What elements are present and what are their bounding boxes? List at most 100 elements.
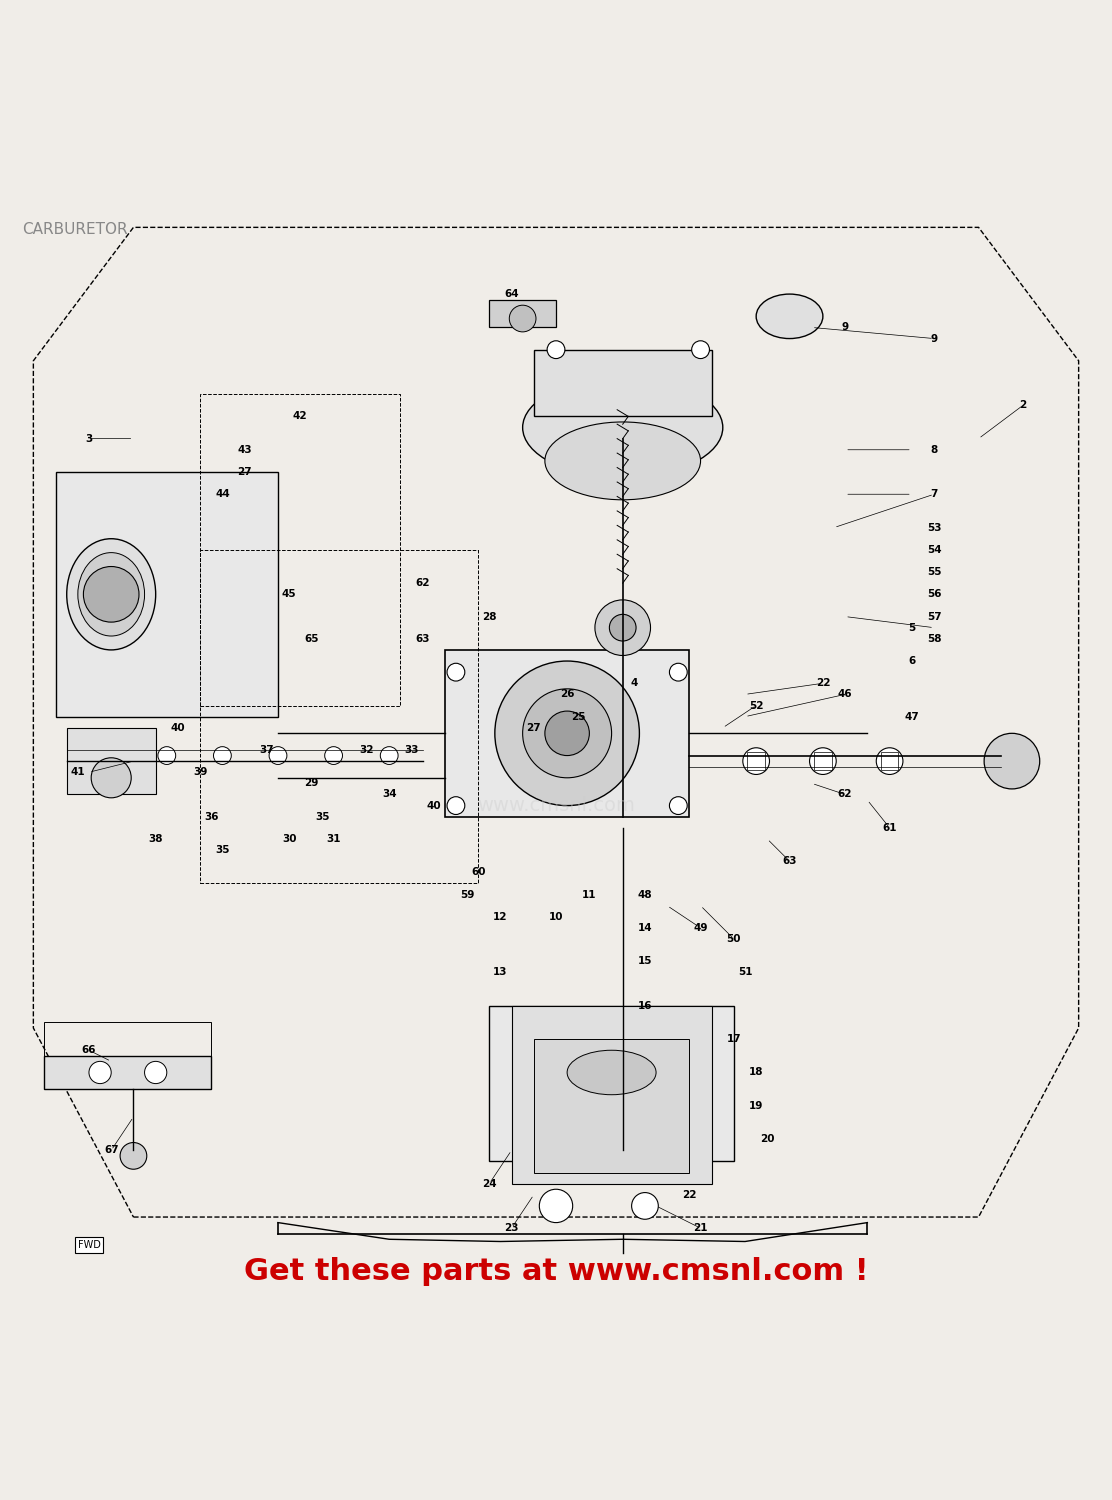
Text: 51: 51 — [737, 968, 753, 978]
Text: 35: 35 — [315, 812, 330, 822]
Circle shape — [120, 1143, 147, 1168]
Circle shape — [447, 796, 465, 814]
Circle shape — [669, 796, 687, 814]
Text: 57: 57 — [926, 612, 942, 621]
Text: 21: 21 — [693, 1222, 708, 1233]
Text: 23: 23 — [504, 1222, 519, 1233]
Text: 30: 30 — [281, 834, 297, 844]
Text: 40: 40 — [170, 723, 186, 734]
Circle shape — [145, 1062, 167, 1083]
Circle shape — [539, 1190, 573, 1222]
Text: 12: 12 — [493, 912, 508, 922]
Circle shape — [495, 662, 639, 806]
Text: 56: 56 — [926, 590, 942, 600]
Circle shape — [984, 734, 1040, 789]
Text: 29: 29 — [305, 778, 318, 789]
Text: 37: 37 — [259, 746, 275, 754]
Text: 62: 62 — [837, 789, 853, 800]
Circle shape — [632, 1192, 658, 1219]
Ellipse shape — [523, 378, 723, 477]
Text: 24: 24 — [481, 1179, 497, 1188]
Text: 65: 65 — [304, 634, 319, 644]
Text: 49: 49 — [693, 922, 708, 933]
Bar — [44, 1056, 211, 1089]
Circle shape — [380, 747, 398, 765]
Text: 60: 60 — [470, 867, 486, 877]
Bar — [747, 752, 765, 770]
Bar — [534, 1040, 689, 1173]
Text: 53: 53 — [926, 522, 942, 532]
Bar — [200, 550, 478, 884]
Text: 17: 17 — [726, 1034, 742, 1044]
Text: 45: 45 — [281, 590, 297, 600]
Text: 36: 36 — [203, 812, 219, 822]
Text: 11: 11 — [582, 890, 597, 900]
Text: 8: 8 — [931, 446, 937, 454]
Text: 54: 54 — [926, 544, 942, 555]
Text: 67: 67 — [103, 1146, 119, 1155]
Text: 59: 59 — [460, 890, 474, 900]
Text: 18: 18 — [748, 1068, 764, 1077]
Circle shape — [83, 567, 139, 622]
Circle shape — [214, 747, 231, 765]
Ellipse shape — [78, 552, 145, 636]
Circle shape — [595, 600, 651, 656]
Text: 46: 46 — [837, 690, 853, 699]
Text: 9: 9 — [931, 333, 937, 344]
Text: 66: 66 — [81, 1046, 97, 1054]
Bar — [512, 1007, 712, 1184]
Text: FWD: FWD — [78, 1240, 100, 1250]
Text: 27: 27 — [237, 466, 252, 477]
Circle shape — [447, 663, 465, 681]
Circle shape — [743, 748, 770, 774]
Text: 43: 43 — [237, 446, 252, 454]
Bar — [44, 1023, 211, 1089]
Text: 33: 33 — [404, 746, 419, 754]
Text: 25: 25 — [570, 711, 586, 722]
Bar — [534, 350, 712, 417]
Text: 40: 40 — [426, 801, 441, 810]
Bar — [67, 728, 156, 795]
Text: 6: 6 — [909, 656, 915, 666]
Text: 31: 31 — [326, 834, 341, 844]
Ellipse shape — [545, 422, 701, 500]
Text: 61: 61 — [882, 824, 897, 833]
Text: 39: 39 — [193, 766, 207, 777]
Text: 20: 20 — [759, 1134, 775, 1144]
Text: 55: 55 — [926, 567, 942, 578]
Text: 64: 64 — [504, 290, 519, 298]
Text: CARBURETOR: CARBURETOR — [22, 222, 128, 237]
Text: 14: 14 — [637, 922, 653, 933]
Bar — [489, 1007, 734, 1161]
Text: 10: 10 — [548, 912, 564, 922]
Text: 4: 4 — [631, 678, 637, 688]
Circle shape — [158, 747, 176, 765]
Text: 13: 13 — [493, 968, 508, 978]
Circle shape — [523, 688, 612, 778]
Text: 27: 27 — [526, 723, 542, 734]
Text: 42: 42 — [292, 411, 308, 422]
Text: 58: 58 — [926, 634, 942, 644]
Text: Get these parts at www.cmsnl.com !: Get these parts at www.cmsnl.com ! — [244, 1257, 868, 1286]
Text: 3: 3 — [86, 433, 92, 444]
Bar — [881, 752, 898, 770]
Text: 26: 26 — [559, 690, 575, 699]
Bar — [445, 650, 689, 816]
Bar — [200, 394, 400, 705]
Circle shape — [609, 615, 636, 640]
Ellipse shape — [567, 1050, 656, 1095]
Circle shape — [91, 758, 131, 798]
Bar — [814, 752, 832, 770]
Text: 62: 62 — [415, 578, 430, 588]
Text: 32: 32 — [359, 746, 375, 754]
Text: 63: 63 — [782, 856, 797, 865]
Text: 34: 34 — [381, 789, 397, 800]
Circle shape — [269, 747, 287, 765]
Text: 28: 28 — [481, 612, 497, 621]
Text: 2: 2 — [1020, 400, 1026, 411]
Circle shape — [547, 340, 565, 358]
Bar — [56, 472, 278, 717]
Circle shape — [669, 663, 687, 681]
Text: 7: 7 — [931, 489, 937, 500]
Text: 5: 5 — [909, 622, 915, 633]
